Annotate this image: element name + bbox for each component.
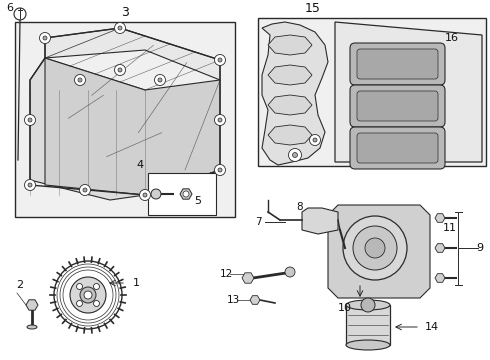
Circle shape — [154, 75, 166, 85]
Circle shape — [218, 58, 222, 62]
FancyBboxPatch shape — [357, 133, 438, 163]
Text: 16: 16 — [445, 33, 459, 43]
Circle shape — [361, 298, 375, 312]
Circle shape — [28, 183, 32, 187]
Circle shape — [118, 26, 122, 30]
Text: 9: 9 — [476, 243, 484, 253]
Ellipse shape — [346, 300, 390, 310]
Circle shape — [215, 54, 225, 66]
Circle shape — [115, 22, 125, 33]
Circle shape — [115, 64, 125, 76]
Polygon shape — [435, 214, 445, 222]
Circle shape — [215, 114, 225, 126]
Circle shape — [70, 277, 106, 313]
Polygon shape — [435, 274, 445, 282]
Circle shape — [313, 138, 317, 142]
Polygon shape — [250, 296, 260, 304]
Polygon shape — [268, 95, 312, 115]
Circle shape — [94, 301, 99, 306]
Polygon shape — [435, 244, 445, 252]
Bar — [346, 305, 390, 345]
Circle shape — [218, 168, 222, 172]
Polygon shape — [268, 35, 312, 55]
Polygon shape — [262, 22, 328, 165]
Circle shape — [24, 180, 35, 190]
FancyBboxPatch shape — [350, 127, 445, 169]
Circle shape — [285, 267, 295, 277]
Circle shape — [353, 226, 397, 270]
Text: 1: 1 — [132, 278, 140, 288]
Circle shape — [140, 189, 150, 201]
Polygon shape — [180, 189, 192, 199]
Text: 14: 14 — [425, 322, 439, 332]
Circle shape — [143, 193, 147, 197]
Polygon shape — [45, 28, 220, 80]
Circle shape — [310, 135, 320, 145]
Circle shape — [24, 114, 35, 126]
Polygon shape — [335, 22, 482, 162]
Ellipse shape — [346, 340, 390, 350]
Bar — [15, 22, 235, 217]
Circle shape — [78, 78, 82, 82]
Ellipse shape — [27, 325, 37, 329]
Text: 10: 10 — [338, 303, 352, 313]
Circle shape — [158, 78, 162, 82]
Polygon shape — [268, 125, 312, 145]
FancyBboxPatch shape — [357, 49, 438, 79]
Circle shape — [183, 191, 189, 197]
Text: 8: 8 — [296, 202, 303, 212]
Text: 6: 6 — [6, 3, 14, 13]
Text: 7: 7 — [255, 217, 261, 227]
Polygon shape — [30, 58, 145, 200]
Circle shape — [40, 32, 50, 44]
Polygon shape — [26, 300, 38, 310]
Circle shape — [218, 118, 222, 122]
Text: 2: 2 — [17, 280, 24, 290]
Text: 4: 4 — [136, 160, 144, 170]
Circle shape — [80, 287, 96, 303]
Circle shape — [151, 189, 161, 199]
Circle shape — [74, 75, 85, 85]
Circle shape — [79, 184, 91, 195]
Text: 13: 13 — [226, 295, 240, 305]
Text: 3: 3 — [121, 5, 129, 18]
Circle shape — [94, 284, 99, 289]
Polygon shape — [268, 65, 312, 85]
Circle shape — [43, 36, 47, 40]
Bar — [148, 173, 216, 215]
Polygon shape — [302, 208, 338, 234]
Text: 12: 12 — [220, 269, 233, 279]
Circle shape — [28, 118, 32, 122]
FancyBboxPatch shape — [350, 43, 445, 85]
Circle shape — [76, 284, 82, 289]
Text: 15: 15 — [305, 1, 321, 14]
Circle shape — [365, 238, 385, 258]
Circle shape — [76, 301, 82, 306]
Circle shape — [83, 188, 87, 192]
FancyBboxPatch shape — [350, 85, 445, 127]
Circle shape — [118, 68, 122, 72]
Circle shape — [215, 165, 225, 175]
Circle shape — [343, 216, 407, 280]
Circle shape — [293, 153, 297, 158]
Polygon shape — [242, 273, 254, 283]
Circle shape — [289, 148, 301, 162]
Polygon shape — [45, 58, 220, 195]
Text: 11: 11 — [443, 223, 457, 233]
Text: 5: 5 — [195, 196, 201, 206]
Circle shape — [84, 291, 92, 299]
FancyBboxPatch shape — [357, 91, 438, 121]
Bar — [258, 18, 486, 166]
Polygon shape — [328, 205, 430, 298]
